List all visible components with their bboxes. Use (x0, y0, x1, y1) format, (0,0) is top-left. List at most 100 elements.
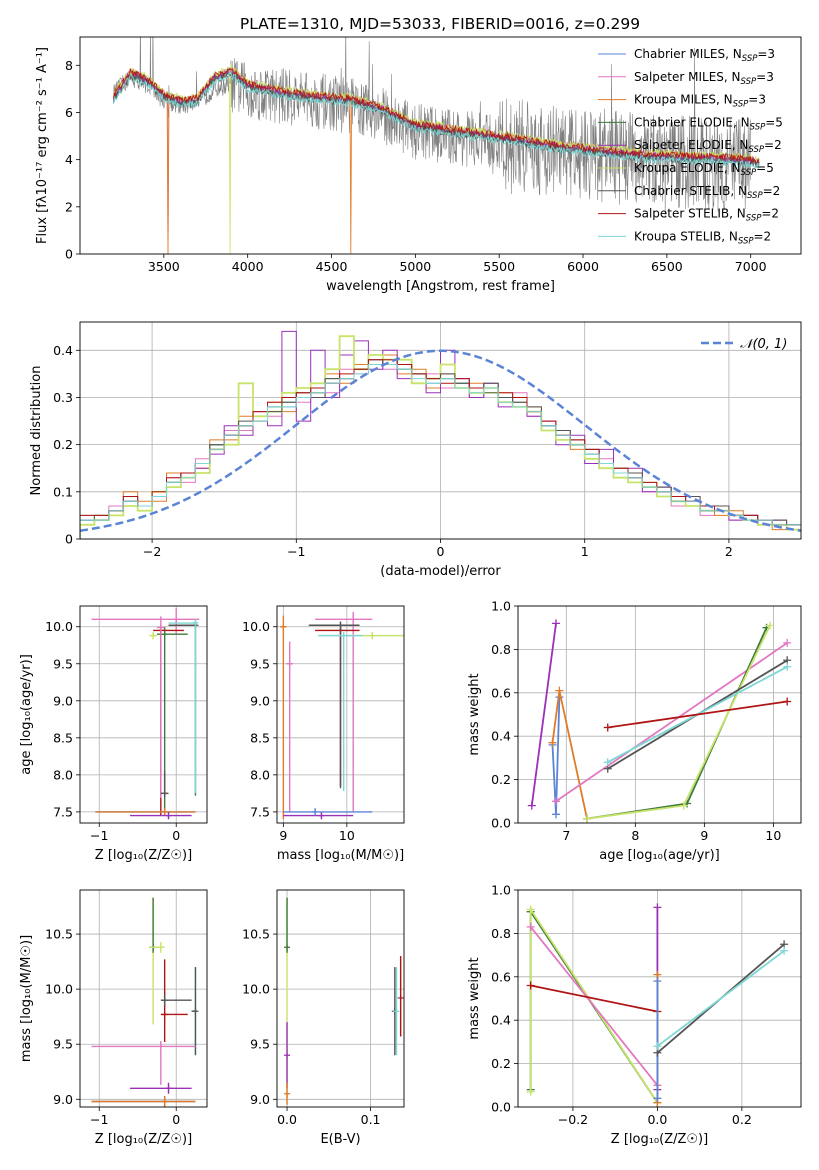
gaussian-curve (80, 349, 801, 532)
y-tick-label: 0 (65, 532, 73, 547)
series-marker (783, 662, 792, 671)
plot-area (280, 611, 404, 820)
series-marker (653, 1094, 662, 1103)
y-tick-label: 9.0 (53, 693, 73, 708)
panel-spectrum: 3500 4000 4500 5000 5500 6000 6500 7000 0 2 4 6 8 wav… (35, 36, 802, 294)
y-tick-label: 10.5 (242, 927, 270, 942)
y-tick-label: 10.0 (45, 982, 73, 997)
y-tick-label: 0.6 (491, 969, 511, 984)
series-marker (526, 922, 535, 931)
point-marker (157, 944, 164, 951)
x-axis-label: Z [log₁₀(Z/Z☉)] (95, 1132, 192, 1147)
y-tick-label: 0.6 (491, 685, 511, 700)
legend-label: Chabrier MILES, NSSP=3 (634, 47, 775, 64)
y-tick-label: 7.5 (250, 804, 270, 819)
series-marker (780, 946, 789, 955)
point-marker (157, 1043, 164, 1050)
x-tick-label: 5500 (483, 259, 515, 274)
point-marker (165, 812, 172, 819)
grid (277, 890, 404, 1107)
legend-label-sub: SSP (741, 77, 757, 87)
y-tick-label: 9.5 (53, 656, 73, 671)
legend-label: Chabrier STELIB, NSSP=2 (634, 184, 780, 201)
series-line-salpeter-stelib (530, 984, 658, 1013)
model-line-salpeter-stelib (113, 68, 760, 165)
series-marker (603, 758, 612, 767)
y-tick-label: 2 (65, 199, 73, 214)
axes-frame (79, 605, 208, 824)
y-tick-label: 0.0 (491, 1100, 511, 1115)
x-tick-label: 7000 (735, 259, 767, 274)
series-marker (527, 801, 536, 810)
legend-label-sub: SSP (750, 122, 766, 132)
y-axis-label: mass weight (467, 673, 482, 755)
x-tick-label: 0.2 (732, 1112, 752, 1127)
plot-area (113, 37, 760, 254)
point-marker (393, 1008, 400, 1015)
legend-label-sub: SSP (742, 54, 758, 64)
point-marker (192, 1008, 199, 1015)
point-marker (337, 622, 344, 629)
x-tick-label: 2 (725, 544, 733, 559)
y-tick-label: 0.4 (491, 1013, 511, 1028)
legend: Chabrier MILES, NSSP=3 Salpeter MILES, NS… (598, 47, 783, 246)
y-tick-label: 0.4 (53, 343, 73, 358)
x-tick-label: 7 (562, 828, 570, 843)
axes-frame (517, 605, 802, 824)
y-tick-label: 0.4 (491, 729, 511, 744)
x-axis-label: age [log₁₀(age/yr)] (599, 848, 720, 863)
y-tick-label: 0 (65, 247, 73, 262)
series-marker (783, 638, 792, 647)
y-tick-label: 0.8 (491, 926, 511, 941)
point-marker (161, 631, 168, 638)
point-marker (284, 944, 291, 951)
legend: 𝒩(0, 1) (701, 337, 787, 352)
x-tick-label: −2 (143, 544, 161, 559)
point-marker (397, 994, 404, 1001)
y-tick-label: 9.5 (53, 1037, 73, 1052)
axes-frame (517, 889, 802, 1108)
series-marker (653, 903, 662, 912)
y-tick-label: 8.5 (250, 730, 270, 745)
series-marker (603, 723, 612, 732)
grid (80, 890, 207, 1107)
y-tick-label: 9.0 (250, 693, 270, 708)
y-tick-label: 1.0 (491, 599, 511, 614)
x-axis-label: E(B-V) (320, 1132, 360, 1147)
axes-frame (276, 605, 405, 824)
x-tick-label: 10 (765, 828, 781, 843)
point-marker (161, 1098, 168, 1105)
y-tick-label: 9.0 (250, 1092, 270, 1107)
series-marker (526, 905, 535, 914)
panel-mass_weight_vs_z: −0.2 0.0 0.2 0.0 0.2 0.4 0.6 0.8 1.0 Z [log₁₀(Z/Z… (467, 883, 802, 1147)
model-line-kroupa-stelib (113, 70, 760, 170)
point-marker (161, 808, 168, 815)
y-tick-label: 4 (65, 152, 73, 167)
legend-label-suffix: =5 (765, 115, 783, 129)
legend-label: 𝒩(0, 1) (740, 337, 787, 352)
panel-residuals: −2 −1 0 1 2 0 0.1 0.2 0.3 0.4 (data-model)/error No… (29, 321, 802, 579)
point-marker (165, 1085, 172, 1092)
y-axis-label: Normed distribution (29, 366, 44, 496)
x-tick-label: −1 (90, 828, 108, 843)
x-tick-label: −1 (287, 544, 305, 559)
point-marker (161, 1011, 168, 1018)
series-marker (551, 619, 560, 628)
x-tick-label: 0.1 (361, 1112, 381, 1127)
figure-title: PLATE=1310, MJD=53033, FIBERID=0016, z=0… (240, 15, 640, 33)
point-marker (340, 632, 347, 639)
panel-age_vs_mass: 9 10 7.5 8.0 8.5 9.0 9.5 10.0 mass [log₁₀(M/M☉)] (242, 605, 405, 863)
x-axis-label: Z [log₁₀(Z/Z☉)] (611, 1132, 708, 1147)
x-tick-label: 10 (339, 828, 355, 843)
series-marker (555, 686, 564, 695)
legend-label: Kroupa STELIB, NSSP=2 (634, 229, 771, 246)
legend-label-suffix: =2 (763, 184, 781, 198)
x-tick-label: 1 (581, 544, 589, 559)
x-tick-label: 0.0 (277, 1112, 297, 1127)
panel-age_vs_z: −1 0 7.5 8.0 8.5 9.0 9.5 10.0 Z [log₁₀(Z/Z☉)] age… (19, 605, 208, 863)
y-axis-label: mass weight (467, 957, 482, 1039)
series-line-salpeter-elodie (530, 623, 557, 806)
y-tick-label: 6 (65, 105, 73, 120)
grid (80, 606, 207, 823)
